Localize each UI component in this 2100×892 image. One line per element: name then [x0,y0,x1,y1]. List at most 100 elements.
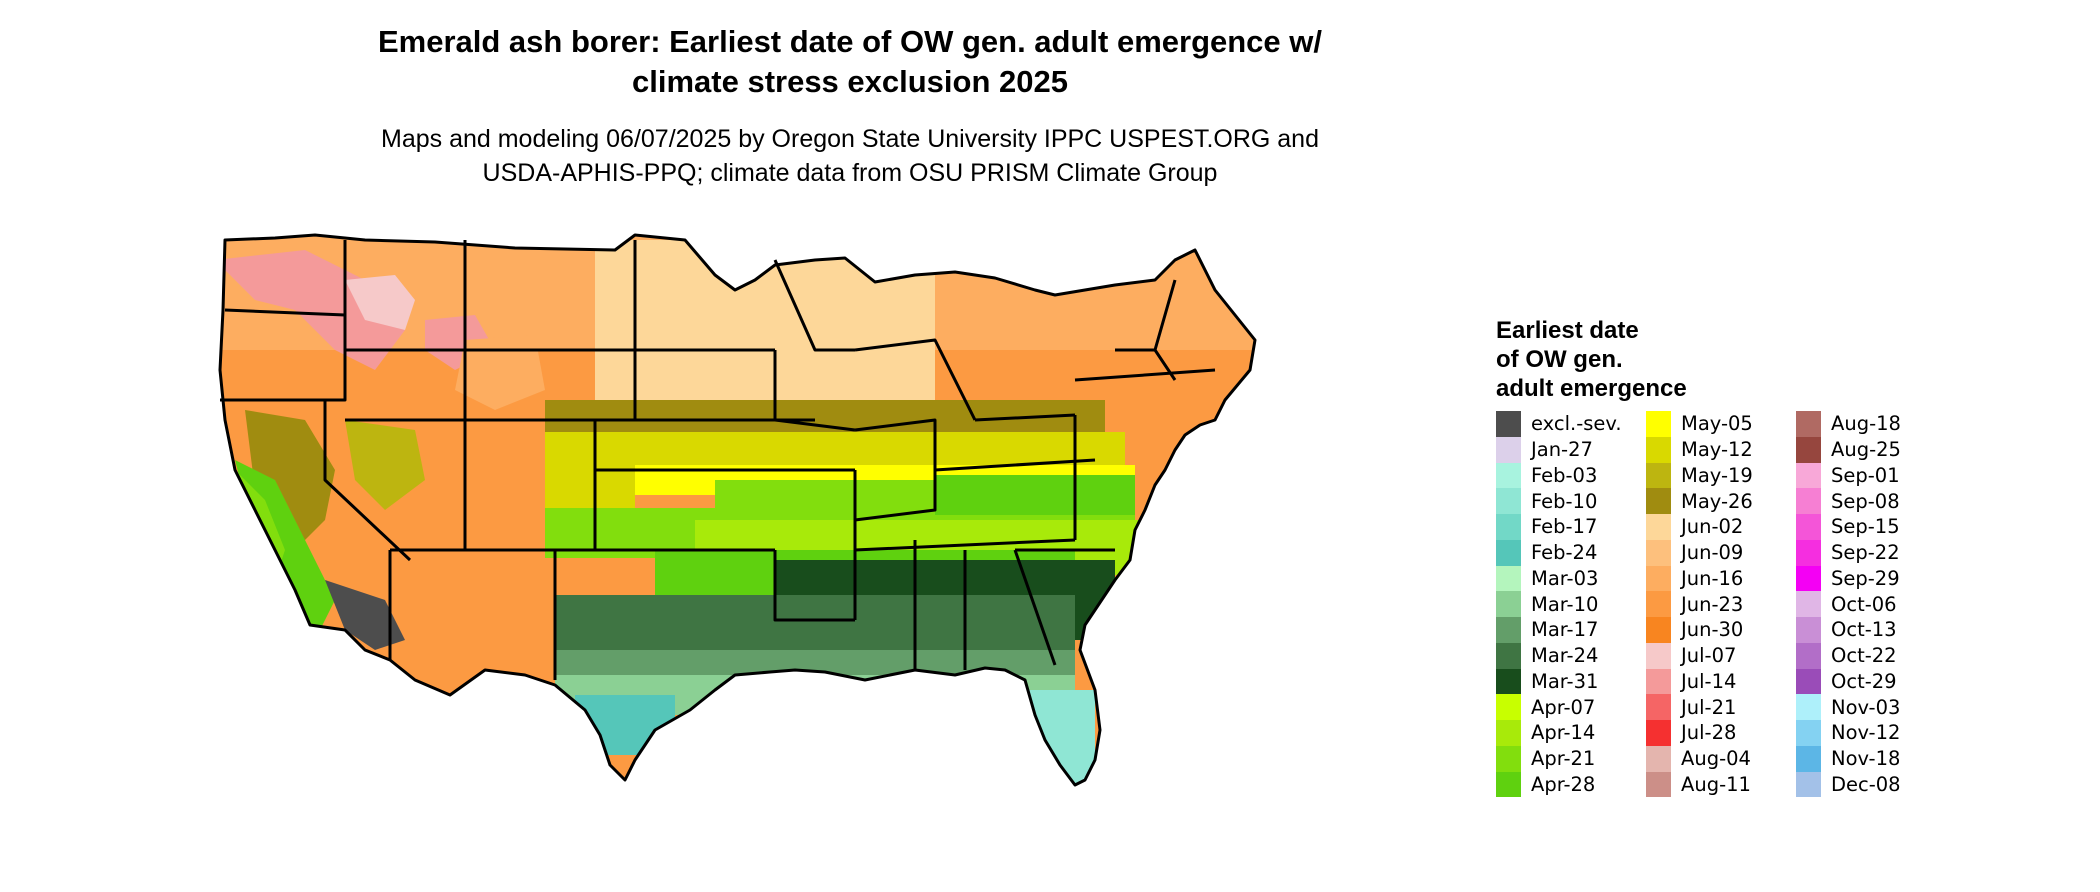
legend-swatch [1796,617,1821,643]
legend-item: Feb-24 [1496,539,1646,566]
legend-label: May-26 [1681,489,1753,513]
legend-swatch [1646,565,1671,592]
legend-swatch [1796,668,1821,695]
legend-item: Mar-17 [1496,617,1646,643]
legend-swatch [1796,720,1821,746]
legend-swatch [1646,488,1671,514]
legend-item: Oct-22 [1796,642,1946,669]
legend-swatch [1646,642,1671,669]
legend-swatch [1646,514,1671,540]
legend-item: Sep-01 [1796,462,1946,489]
legend-item: Oct-13 [1796,617,1946,643]
legend-swatch [1646,694,1671,720]
legend-label: Mar-17 [1531,618,1599,642]
legend-item: Jun-16 [1646,565,1796,592]
legend-title-line-3: adult emergence [1496,375,1687,402]
legend-item: Feb-03 [1496,462,1646,489]
legend-swatch [1796,514,1821,540]
legend-item: Sep-08 [1796,488,1946,514]
legend-item: Aug-04 [1646,745,1796,772]
legend-swatch [1496,591,1521,617]
legend-label: Sep-15 [1831,515,1900,539]
legend-label: Jul-21 [1681,695,1737,719]
legend-label: Jul-14 [1681,669,1737,693]
map-subtitle: Maps and modeling 06/07/2025 by Oregon S… [220,122,1480,190]
legend-swatch [1796,565,1821,592]
legend-item: Nov-12 [1796,720,1946,746]
legend-label: Apr-07 [1531,695,1596,719]
legend-swatch [1496,514,1521,540]
legend-swatch [1796,488,1821,514]
legend-swatch [1646,617,1671,643]
map-title: Emerald ash borer: Earliest date of OW g… [220,22,1480,102]
legend-title: Earliest date of OW gen. adult emergence [1496,316,1687,403]
legend-item: Apr-14 [1496,720,1646,746]
legend-item: Sep-22 [1796,539,1946,566]
legend-swatch [1496,617,1521,643]
legend-swatch [1796,591,1821,617]
legend-label: Mar-24 [1531,644,1599,668]
legend-swatch [1496,771,1521,798]
legend-item: Sep-15 [1796,514,1946,540]
legend-swatch [1796,436,1821,463]
legend-label: excl.-sev. [1531,412,1622,436]
legend-item: May-05 [1646,411,1796,437]
legend-item: Jul-07 [1646,642,1796,669]
legend-item: Apr-28 [1496,771,1646,798]
legend-item: May-26 [1646,488,1796,514]
legend-label: Jul-28 [1681,721,1737,745]
legend-label: Feb-10 [1531,489,1598,513]
legend-item: Sep-29 [1796,565,1946,592]
legend-title-line-2: of OW gen. [1496,346,1623,373]
legend-swatch [1496,642,1521,669]
subtitle-line-1: Maps and modeling 06/07/2025 by Oregon S… [381,125,1319,153]
legend-swatch [1646,462,1671,489]
legend-swatch [1796,539,1821,566]
legend-item: excl.-sev. [1496,411,1646,437]
legend-label: Oct-29 [1831,669,1897,693]
legend-swatch [1496,539,1521,566]
legend-swatch [1646,411,1671,437]
legend-item: Mar-24 [1496,642,1646,669]
legend-swatch [1496,462,1521,489]
legend-swatch [1646,591,1671,617]
subtitle-line-2: USDA-APHIS-PPQ; climate data from OSU PR… [482,159,1218,187]
legend-label: May-12 [1681,438,1753,462]
legend-item: Jan-27 [1496,436,1646,463]
legend-swatch [1496,436,1521,463]
legend-item: Oct-29 [1796,668,1946,695]
legend-swatch [1796,694,1821,720]
legend-swatch [1496,488,1521,514]
legend-item: Apr-21 [1496,745,1646,772]
legend-label: Nov-18 [1831,747,1901,771]
legend-label: Sep-22 [1831,541,1900,565]
legend-label: Sep-01 [1831,463,1900,487]
legend-label: Jun-02 [1681,515,1744,539]
legend-label: May-05 [1681,412,1753,436]
legend-swatch [1796,411,1821,437]
legend-label: Jun-09 [1681,541,1744,565]
legend-label: Oct-13 [1831,618,1897,642]
legend-item: Feb-17 [1496,514,1646,540]
legend-label: Nov-03 [1831,695,1901,719]
legend-swatch [1646,436,1671,463]
legend-label: Feb-03 [1531,463,1598,487]
legend-label: Jun-16 [1681,566,1744,590]
legend-column-1: excl.-sev. Jan-27 Feb-03 Feb-10 Feb-17 Feb-24… [1496,411,1646,798]
legend-label: Oct-22 [1831,644,1897,668]
legend-item: Aug-11 [1646,771,1796,798]
legend-swatch [1796,642,1821,669]
legend-swatch [1496,745,1521,772]
legend-label: Sep-08 [1831,489,1900,513]
legend-swatch [1496,411,1521,437]
legend-label: Nov-12 [1831,721,1901,745]
legend-item: May-12 [1646,436,1796,463]
legend-label: Oct-06 [1831,592,1897,616]
legend-label: Mar-10 [1531,592,1599,616]
title-line-2: climate stress exclusion 2025 [632,64,1068,99]
legend-item: Feb-10 [1496,488,1646,514]
legend-label: Jun-30 [1681,618,1744,642]
state-boundaries [218,233,1257,787]
legend-label: Apr-14 [1531,721,1596,745]
legend-column-3: Aug-18 Aug-25 Sep-01 Sep-08 Sep-15 Sep-22 Sep-… [1796,411,1946,798]
